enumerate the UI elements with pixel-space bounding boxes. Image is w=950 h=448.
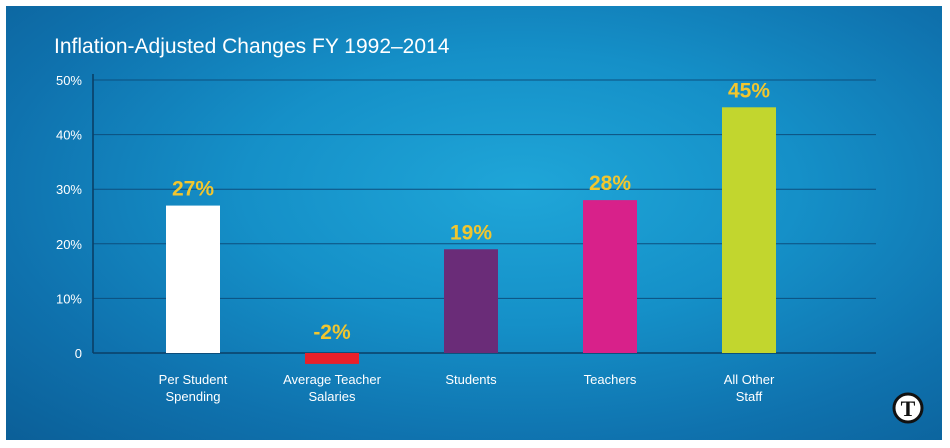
- bar-value-label: 19%: [450, 221, 492, 244]
- bar-chart: Inflation-Adjusted Changes FY 1992–2014 …: [54, 35, 924, 424]
- bar: [444, 249, 498, 353]
- bar: [305, 353, 359, 364]
- x-category-label: Average Teacher Salaries: [283, 372, 381, 404]
- logo-letter: T: [901, 396, 916, 421]
- y-tick-label: 30%: [56, 182, 82, 197]
- x-category-label: Students: [445, 372, 497, 387]
- bar: [722, 107, 776, 353]
- y-tick-label: 50%: [56, 73, 82, 88]
- x-category-label: Per Student Spending: [159, 372, 228, 404]
- bar: [166, 205, 220, 353]
- chart-title: Inflation-Adjusted Changes FY 1992–2014: [54, 35, 450, 58]
- bar-value-label: 28%: [589, 172, 631, 195]
- bar: [583, 200, 637, 353]
- y-tick-label: 20%: [56, 237, 82, 252]
- x-category-label: Teachers: [584, 372, 637, 387]
- bar-value-label: 27%: [172, 178, 214, 201]
- bar-value-label: 45%: [728, 79, 770, 102]
- news-publisher-seal-icon: T: [892, 392, 924, 424]
- bar-value-label: -2%: [313, 321, 351, 344]
- chart-panel: Inflation-Adjusted Changes FY 1992–2014 …: [6, 6, 942, 440]
- y-tick-label: 10%: [56, 291, 82, 306]
- x-category-label: All Other Staff: [724, 372, 775, 404]
- y-tick-label: 40%: [56, 128, 82, 143]
- y-tick-label: 0: [75, 346, 82, 361]
